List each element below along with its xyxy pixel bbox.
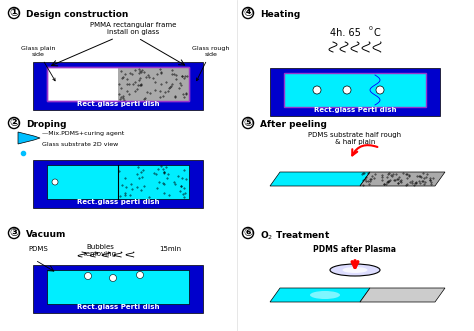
Text: Droping: Droping [26, 120, 66, 129]
Text: 15min: 15min [159, 246, 181, 252]
Bar [47, 165, 189, 199]
Text: O$_2$ Treatment: O$_2$ Treatment [260, 230, 330, 243]
Circle shape [52, 179, 58, 185]
Bar [47, 67, 189, 101]
Text: Design construction: Design construction [26, 10, 128, 19]
Bar [33, 265, 203, 313]
Bar [47, 270, 189, 304]
Text: After peeling: After peeling [260, 120, 327, 129]
Bar [284, 73, 426, 107]
Text: ①: ① [9, 8, 18, 18]
Ellipse shape [330, 264, 380, 276]
Text: ④: ④ [243, 8, 253, 18]
Bar [270, 68, 440, 116]
Polygon shape [360, 172, 445, 186]
Text: Glass substrate 2D view: Glass substrate 2D view [42, 143, 118, 148]
Circle shape [313, 86, 321, 94]
Text: ③: ③ [9, 228, 18, 238]
Circle shape [137, 271, 144, 278]
Text: Glass plain
side: Glass plain side [21, 46, 55, 81]
Text: Heating: Heating [260, 10, 300, 19]
Circle shape [84, 272, 91, 279]
Text: ②: ② [9, 118, 18, 128]
Bar [33, 62, 203, 110]
Text: Vacuum: Vacuum [26, 230, 66, 239]
Text: ⑥: ⑥ [243, 228, 253, 238]
Text: —Mix.PDMS+curing agent: —Mix.PDMS+curing agent [42, 131, 124, 136]
Text: 0: 0 [369, 26, 373, 31]
Bar [118, 67, 189, 101]
Text: 4h. 65: 4h. 65 [330, 28, 361, 38]
Text: Rect.glass Perti dish: Rect.glass Perti dish [77, 304, 159, 310]
Text: Rect.glass perti dish: Rect.glass perti dish [77, 199, 159, 205]
Text: ⑤: ⑤ [243, 118, 253, 128]
Ellipse shape [343, 267, 367, 273]
Text: Bubbles
removing: Bubbles removing [83, 244, 117, 257]
Polygon shape [270, 172, 370, 186]
Text: Rect.glass Perti dish: Rect.glass Perti dish [314, 107, 396, 113]
Bar [33, 160, 203, 208]
Text: Glass rough
side: Glass rough side [192, 46, 230, 81]
Circle shape [343, 86, 351, 94]
Polygon shape [18, 132, 40, 144]
Text: PDMS: PDMS [28, 246, 48, 252]
Polygon shape [270, 288, 370, 302]
Bar [47, 67, 189, 101]
Circle shape [109, 274, 117, 281]
Text: PMMA rectangular frame
install on glass: PMMA rectangular frame install on glass [90, 22, 176, 35]
Text: Rect.glass perti dish: Rect.glass perti dish [77, 101, 159, 107]
Text: C: C [374, 28, 381, 38]
Circle shape [376, 86, 384, 94]
Ellipse shape [310, 291, 340, 299]
Text: PDMS substrate half rough
& half plain: PDMS substrate half rough & half plain [309, 132, 401, 145]
Polygon shape [360, 288, 445, 302]
Text: PDMS after Plasma: PDMS after Plasma [313, 245, 396, 254]
